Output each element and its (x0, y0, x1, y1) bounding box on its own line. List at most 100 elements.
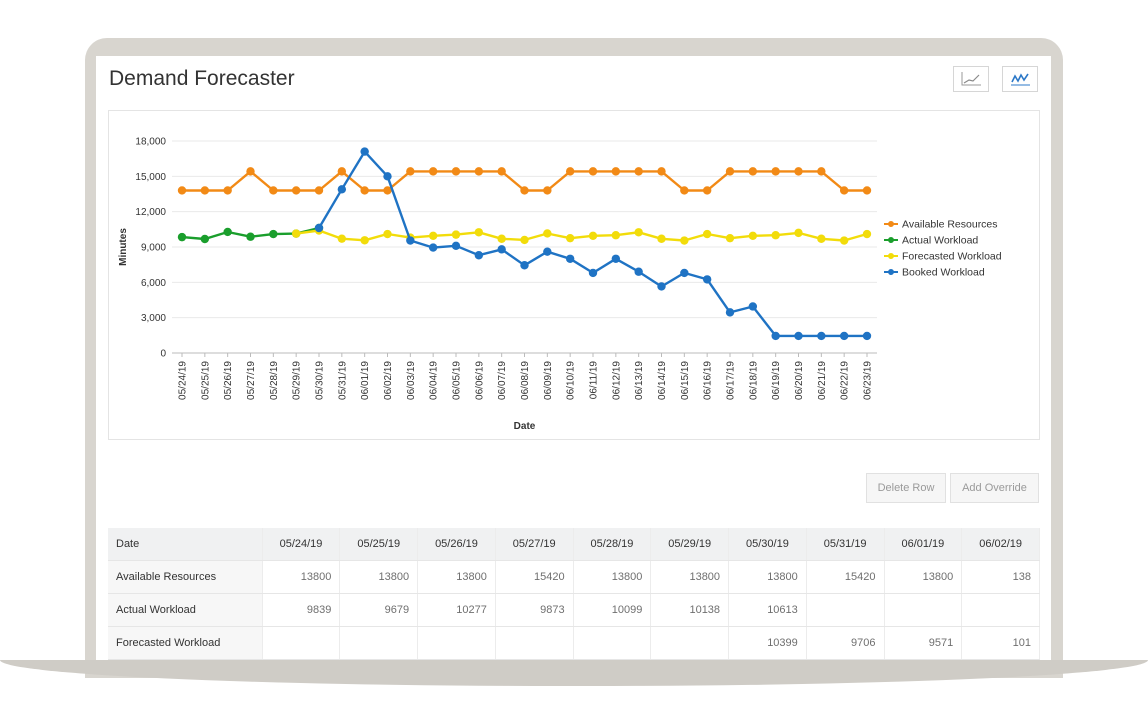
x-tick-label: 06/17/19 (726, 361, 737, 400)
table-cell[interactable] (495, 626, 574, 660)
x-tick-label: 06/23/19 (863, 361, 874, 400)
legend-swatch-dot (888, 237, 894, 243)
legend-label: Booked Workload (902, 267, 985, 279)
data-point (314, 223, 324, 233)
table-cell[interactable]: 13800 (573, 560, 652, 594)
table-cell[interactable] (961, 593, 1040, 627)
line-chart-icon (961, 72, 981, 86)
x-tick-label: 06/02/19 (383, 361, 394, 400)
data-point (702, 275, 712, 284)
data-point (588, 231, 598, 241)
data-point (725, 233, 735, 243)
data-point (862, 331, 872, 341)
data-point (748, 231, 758, 241)
table-cell[interactable]: 9571 (884, 626, 963, 660)
app-window: Demand Forecaster 0 3,000 6,000 9,000 12,000… (96, 56, 1051, 660)
data-point (794, 228, 803, 238)
x-tick-label: 06/18/19 (748, 361, 759, 400)
data-point (725, 167, 735, 176)
data-point (543, 247, 552, 256)
column-header: 05/25/19 (339, 528, 419, 561)
table-cell[interactable] (573, 626, 652, 660)
forecast-table-container: Date 05/24/19 05/25/19 05/26/19 05/27/19 05/2… (108, 528, 1040, 660)
x-tick-label: 06/08/19 (520, 361, 531, 400)
y-tick-label: 6,000 (141, 278, 166, 289)
table-cell[interactable] (417, 626, 496, 660)
y-tick-label: 0 (160, 349, 166, 360)
area-chart-toggle[interactable] (1002, 66, 1038, 92)
table-cell[interactable]: 13800 (417, 560, 496, 594)
data-point (314, 186, 324, 195)
x-axis-title: Date (514, 421, 536, 432)
column-header: 05/30/19 (728, 528, 807, 561)
table-cell[interactable] (884, 593, 963, 627)
data-point (634, 228, 643, 237)
data-point (451, 230, 461, 239)
x-tick-label: 06/20/19 (794, 361, 805, 400)
data-point (383, 172, 392, 181)
data-point (337, 167, 347, 176)
data-point (360, 147, 369, 156)
data-point (862, 186, 872, 195)
data-point (451, 167, 461, 176)
data-point (565, 254, 575, 263)
x-tick-label: 05/25/19 (200, 361, 211, 400)
data-point (269, 229, 278, 239)
data-point (360, 236, 369, 245)
x-tick-label: 05/27/19 (246, 361, 257, 400)
data-point (634, 267, 643, 276)
data-point (817, 167, 826, 176)
table-cell[interactable] (262, 626, 341, 660)
table-cell[interactable]: 13800 (262, 560, 341, 594)
table-cell[interactable]: 10138 (650, 593, 730, 627)
table-cell[interactable]: 101 (961, 626, 1040, 660)
data-point (817, 234, 826, 243)
table-cell[interactable]: 13800 (339, 560, 419, 594)
table-cell[interactable] (806, 593, 885, 627)
table-cell[interactable] (339, 626, 419, 660)
data-point (360, 186, 369, 195)
x-tick-label: 05/31/19 (337, 361, 348, 400)
x-tick-label: 06/15/19 (680, 361, 691, 400)
x-tick-label: 06/12/19 (611, 361, 622, 400)
table-cell[interactable]: 9839 (262, 593, 341, 627)
table-cell[interactable]: 10099 (573, 593, 652, 627)
data-point (223, 186, 232, 195)
x-tick-label: 05/28/19 (269, 361, 280, 400)
legend-swatch-dot (888, 221, 894, 227)
table-cell[interactable]: 13800 (650, 560, 730, 594)
data-point (383, 186, 392, 195)
add-override-button[interactable]: Add Override (950, 473, 1039, 503)
table-cell[interactable]: 13800 (728, 560, 807, 594)
data-point (817, 331, 826, 341)
data-point (474, 228, 484, 237)
row-label: Actual Workload (108, 593, 263, 627)
table-cell[interactable]: 15420 (495, 560, 574, 594)
table-cell[interactable]: 9873 (495, 593, 574, 627)
table-cell[interactable]: 138 (961, 560, 1040, 594)
table-cell[interactable]: 9706 (806, 626, 885, 660)
table-cell[interactable]: 13800 (884, 560, 963, 594)
x-tick-label: 06/07/19 (497, 361, 508, 400)
table-cell[interactable]: 15420 (806, 560, 885, 594)
table-cell[interactable] (650, 626, 730, 660)
data-point (543, 186, 552, 195)
data-point (839, 186, 849, 195)
x-tick-label: 06/05/19 (452, 361, 463, 400)
series-line (296, 229, 868, 242)
table-cell[interactable]: 9679 (339, 593, 419, 627)
table-cell[interactable]: 10277 (417, 593, 496, 627)
line-chart-toggle[interactable] (953, 66, 989, 92)
table-corner-header: Date (108, 528, 263, 561)
table-cell[interactable]: 10613 (728, 593, 807, 627)
delete-row-button[interactable]: Delete Row (866, 473, 946, 503)
data-point (497, 245, 506, 254)
data-point (680, 268, 689, 278)
data-point (565, 167, 575, 176)
laptop-base (0, 660, 1148, 686)
table-cell[interactable]: 10399 (728, 626, 807, 660)
x-tick-label: 05/24/19 (178, 361, 189, 400)
table-row: Forecasted Workload 10399 9706 9571 101 (108, 626, 1040, 660)
x-tick-label: 05/26/19 (223, 361, 234, 400)
row-label: Available Resources (108, 560, 263, 594)
